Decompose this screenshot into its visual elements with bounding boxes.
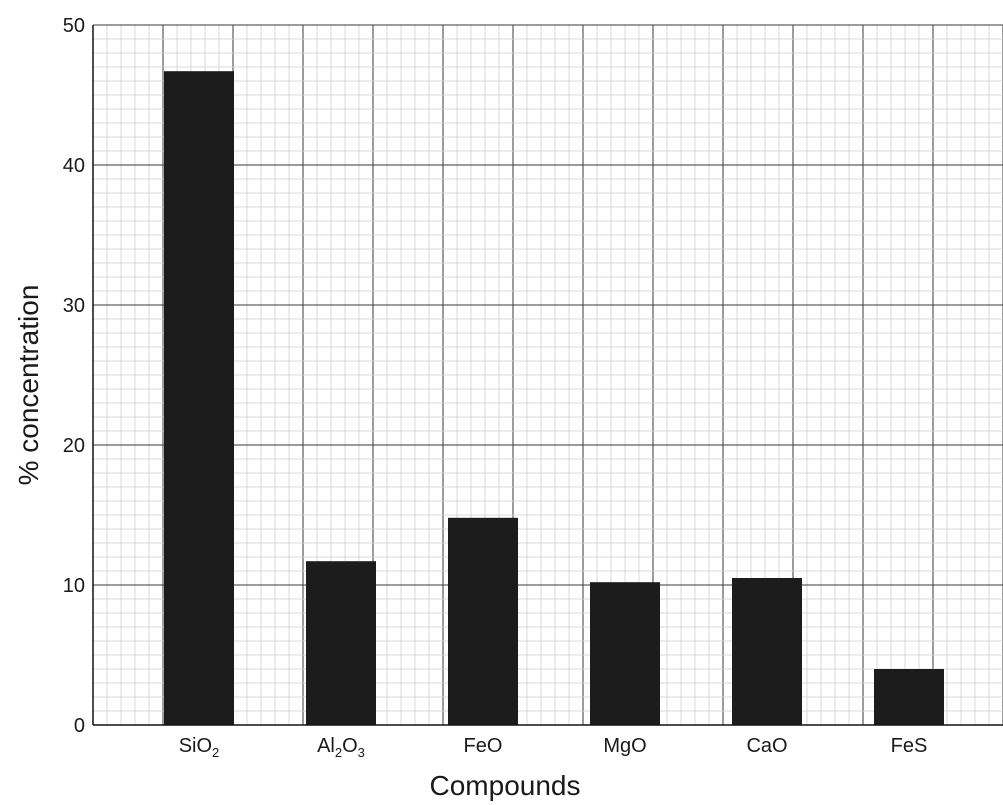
x-tick-label: Al2O3 [317,735,365,760]
x-tick-label: MgO [603,735,646,757]
y-tick-label: 20 [63,435,85,457]
bar-sio [164,71,234,725]
x-axis-title: Compounds [430,770,581,801]
axes [92,25,1003,726]
y-tick-label: 0 [74,715,85,737]
x-tick-label: CaO [746,735,787,757]
bar-mgo [590,582,660,725]
y-axis-title: % concentration [13,285,44,486]
x-tick-labels: SiO2 Al2O3 FeO MgO CaO FeS [179,735,928,760]
bar-feo [448,517,518,725]
x-tick-label: FeS [891,735,928,757]
bar-al2o3 [306,561,376,725]
y-tick-label: 10 [63,575,85,597]
x-tick-label: SiO2 [179,735,220,760]
bar-fes [874,669,944,725]
y-tick-label: 50 [63,15,85,37]
y-tick-label: 30 [63,295,85,317]
x-tick-label: FeO [464,735,503,757]
y-tick-labels: 0 10 20 30 40 50 [63,15,85,737]
bars [164,71,944,725]
y-tick-label: 40 [63,155,85,177]
bar-cao [732,578,802,725]
